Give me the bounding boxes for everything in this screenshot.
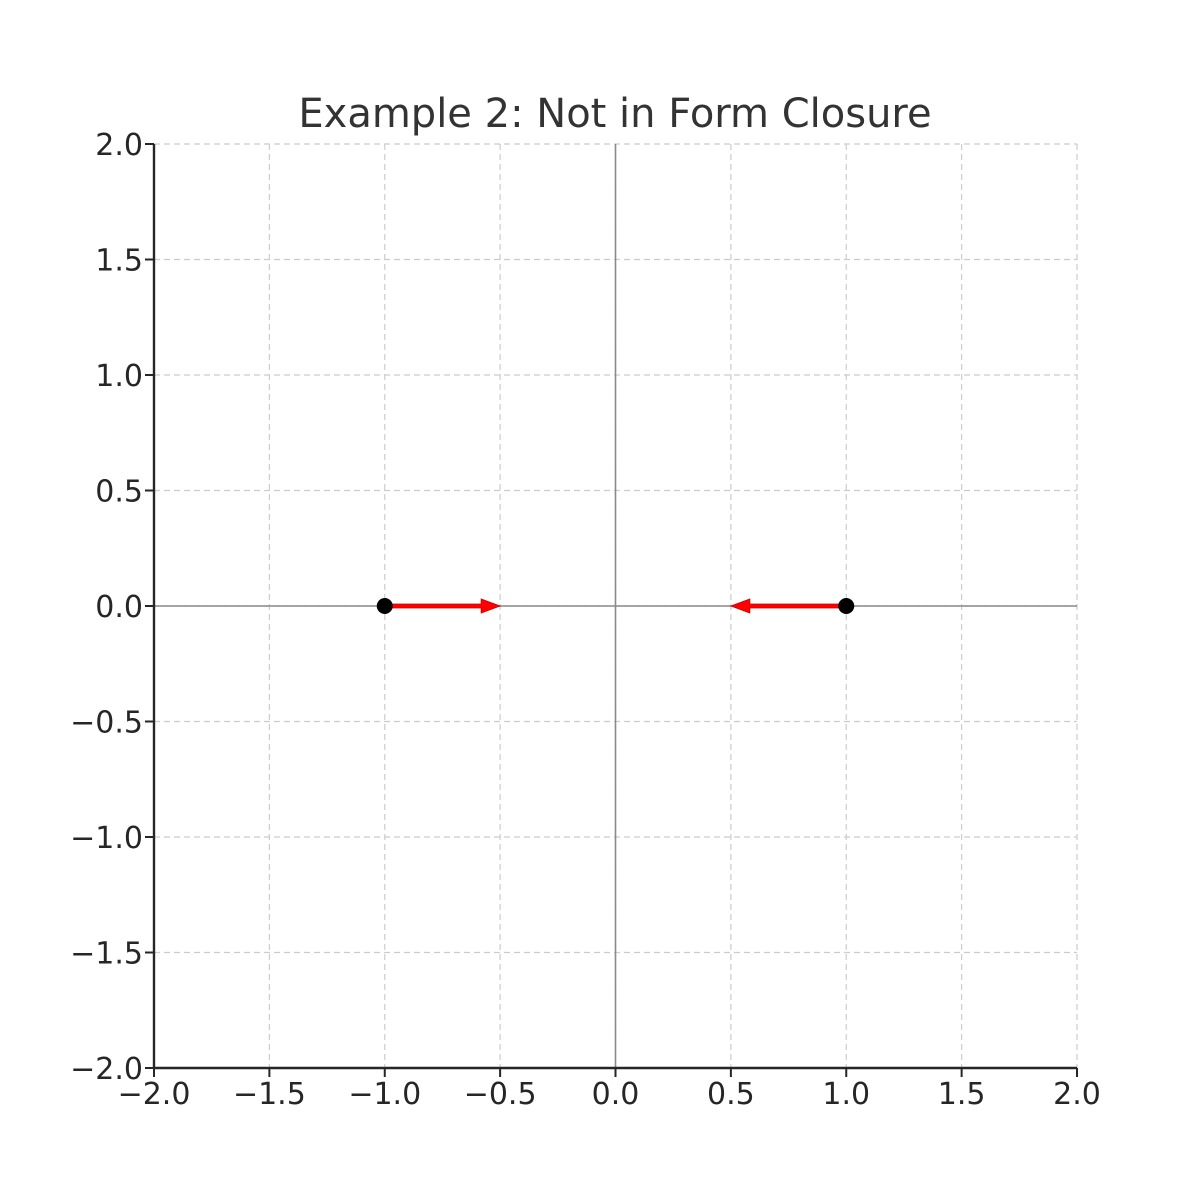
x-tick-label-1: −1.5: [233, 1077, 306, 1112]
y-tick-label-0: −2.0: [70, 1052, 143, 1087]
x-tick-label-2: −1.0: [348, 1077, 421, 1112]
x-tick-label-8: 2.0: [1053, 1077, 1101, 1112]
tick-labels: −2.0 −1.5 −1.0 −0.5 0.0 0.5 1.0 1.5 2.0 −2.0 −1.5 −…: [70, 128, 1101, 1112]
force-arrows: [384, 598, 847, 614]
x-tick-label-4: 0.0: [592, 1077, 640, 1112]
axes: [145, 143, 1078, 1077]
x-tick-label-0: −2.0: [118, 1077, 191, 1112]
x-tick-label-6: 1.0: [822, 1077, 870, 1112]
zero-lines: [154, 144, 1077, 1068]
contact-point-1: [838, 598, 855, 614]
y-tick-label-1: −1.5: [70, 937, 143, 972]
y-tick-label-3: −0.5: [70, 706, 143, 741]
force-arrow-1: [729, 598, 847, 614]
x-tick-label-5: 0.5: [707, 1077, 755, 1112]
y-tick-label-5: 0.5: [95, 475, 143, 510]
x-tick-label-3: −0.5: [464, 1077, 537, 1112]
x-tick-label-7: 1.5: [938, 1077, 986, 1112]
y-tick-label-4: 0.0: [95, 590, 143, 625]
force-arrow-0: [384, 598, 502, 614]
contact-points: [376, 598, 855, 614]
y-tick-label-6: 1.0: [95, 359, 143, 394]
contact-point-0: [376, 598, 393, 614]
chart-title: Example 2: Not in Form Closure: [298, 91, 931, 137]
y-tick-label-2: −1.0: [70, 821, 143, 856]
y-tick-label-7: 1.5: [95, 244, 143, 279]
y-tick-label-8: 2.0: [95, 128, 143, 163]
